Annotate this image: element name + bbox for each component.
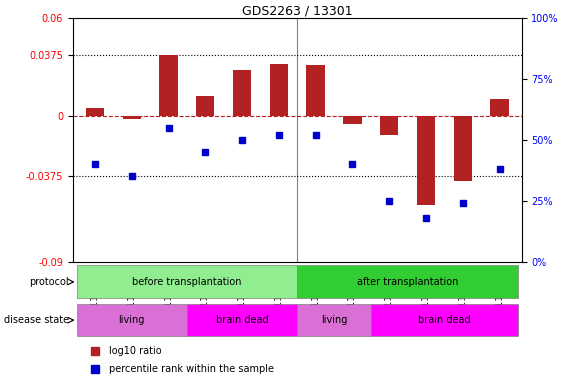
FancyBboxPatch shape xyxy=(187,304,297,336)
FancyBboxPatch shape xyxy=(77,304,187,336)
FancyBboxPatch shape xyxy=(371,304,518,336)
Text: percentile rank within the sample: percentile rank within the sample xyxy=(109,364,274,374)
Text: before transplantation: before transplantation xyxy=(132,277,242,287)
Bar xyxy=(270,64,288,116)
FancyBboxPatch shape xyxy=(297,265,518,298)
Text: after transplantation: after transplantation xyxy=(357,277,458,287)
Text: living: living xyxy=(321,315,347,325)
Bar xyxy=(454,116,472,180)
FancyBboxPatch shape xyxy=(77,265,297,298)
Bar xyxy=(233,70,251,116)
Bar xyxy=(159,55,178,116)
Text: brain dead: brain dead xyxy=(418,315,471,325)
FancyBboxPatch shape xyxy=(297,304,371,336)
Bar xyxy=(123,116,141,119)
Bar xyxy=(380,116,399,135)
Text: brain dead: brain dead xyxy=(216,315,269,325)
Bar xyxy=(343,116,361,124)
Text: log10 ratio: log10 ratio xyxy=(109,346,162,356)
Text: living: living xyxy=(119,315,145,325)
Bar xyxy=(490,99,509,116)
Bar xyxy=(86,108,104,116)
Bar xyxy=(417,116,435,205)
Bar xyxy=(306,65,325,116)
Title: GDS2263 / 13301: GDS2263 / 13301 xyxy=(242,4,352,17)
Bar xyxy=(196,96,215,116)
Text: disease state: disease state xyxy=(4,315,69,325)
Text: protocol: protocol xyxy=(30,277,69,287)
